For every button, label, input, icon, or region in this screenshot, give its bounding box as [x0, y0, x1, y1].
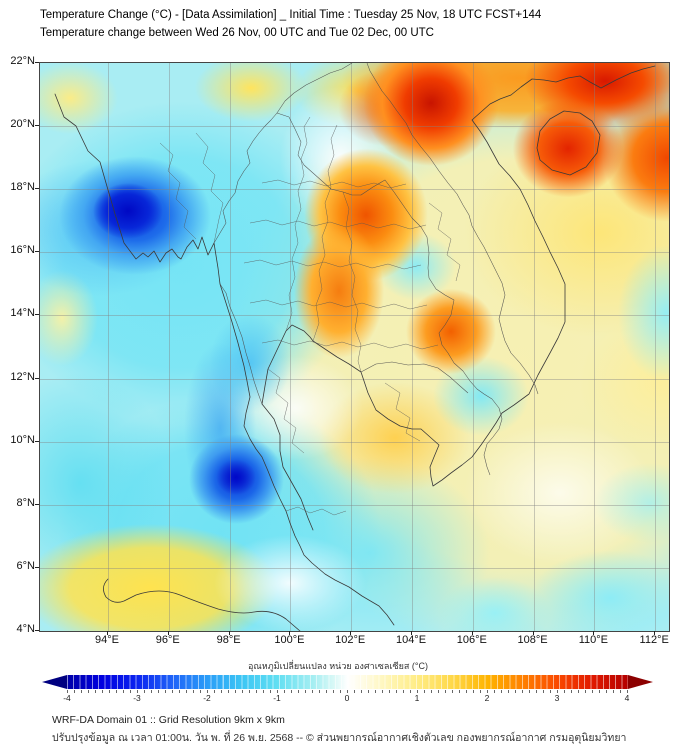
lat-tick-mark [35, 566, 39, 568]
map-canvas [39, 62, 670, 632]
colorbar-right-arrow [628, 675, 653, 689]
colorbar-gradient [67, 675, 628, 689]
lat-tick-mark [35, 62, 39, 63]
lon-tick-mark [471, 631, 473, 635]
lat-tick-label: 4°N [16, 623, 35, 635]
colorbar-tick-label: 0 [344, 693, 350, 703]
colorbar-tick-label: -2 [203, 693, 211, 703]
colorbar-tick-label: 1 [414, 693, 420, 703]
lat-tick-label: 18°N [10, 181, 35, 194]
colorbar-tick-label: 4 [624, 693, 630, 703]
lat-tick-label: 14°N [10, 307, 35, 320]
lon-tick-label: 112°E [639, 634, 669, 646]
lon-tick-label: 108°E [517, 634, 548, 646]
lat-tick-mark [35, 188, 39, 190]
colorbar-label: อุณหภูมิเปลี่ยนแปลง หน่วย องศาเซลเซียส (… [248, 661, 428, 671]
lat-tick-mark [35, 314, 39, 316]
lat-tick-label: 12°N [10, 370, 35, 383]
lat-tick-mark [35, 440, 39, 442]
border-laos-vietnam [405, 122, 539, 395]
border-north-2 [366, 63, 407, 124]
lat-tick-mark [35, 503, 39, 505]
colorbar-minor-ticks [67, 690, 628, 693]
footer-domain-info: WRF-DA Domain 01 :: Grid Resolution 9km … [52, 714, 285, 726]
lon-tick-mark [228, 631, 230, 635]
coastline-gulf-vietnam [261, 65, 656, 531]
lat-tick-label: 22°N [10, 55, 35, 67]
lon-tick-label: 96°E [155, 634, 180, 646]
lon-tick-label: 106°E [456, 634, 487, 646]
lon-tick-mark [532, 631, 534, 635]
border-thai-cambodia [360, 361, 469, 394]
coastline-borders-svg [54, 63, 656, 631]
page-title: Temperature Change (°C) - [Data Assimila… [40, 9, 542, 21]
lat-tick-mark [35, 251, 39, 253]
lat-tick-label: 16°N [10, 244, 35, 257]
lat-tick-label: 8°N [16, 496, 35, 509]
colorbar-tick-label: 2 [484, 693, 490, 703]
coastline-myanmar [54, 93, 395, 626]
coastline-hainan [536, 110, 601, 176]
colorbar-left-arrow [42, 675, 67, 689]
lon-tick-label: 98°E [216, 634, 241, 646]
lon-tick-mark [654, 631, 656, 635]
lat-tick-label: 10°N [10, 433, 35, 446]
page-subtitle: Temperature change between Wed 26 Nov, 0… [40, 27, 434, 39]
colorbar: -4 -3 -2 -1 0 1 2 3 4 [42, 675, 653, 703]
border-north-1 [276, 63, 353, 114]
lon-tick-label: 110°E [578, 634, 609, 646]
lat-tick-mark [35, 377, 39, 379]
colorbar-segments [67, 675, 628, 689]
lat-tick-mark [35, 630, 39, 631]
coastline-sumatra [103, 578, 301, 631]
footer-update-info: ปรับปรุงข้อมูล ณ เวลา 01:00น. วัน พ. ที่… [52, 732, 627, 744]
colorbar-tick-label: -4 [63, 693, 71, 703]
lon-tick-mark [107, 631, 108, 635]
province-mesh [159, 116, 461, 516]
lon-tick-mark [411, 631, 412, 635]
lon-tick-mark [167, 631, 169, 635]
lon-tick-label: 102°E [335, 634, 366, 646]
lat-tick-label: 20°N [10, 118, 35, 131]
lat-tick-label: 6°N [16, 559, 35, 572]
colorbar-tick-label: -1 [273, 693, 281, 703]
lon-tick-mark [593, 631, 595, 635]
border-mekong-laos [288, 116, 503, 476]
lon-tick-mark [350, 631, 352, 635]
lon-tick-label: 104°E [395, 634, 427, 646]
colorbar-tick-label: -3 [133, 693, 141, 703]
lat-tick-mark [35, 125, 39, 127]
lon-tick-label: 94°E [95, 634, 119, 646]
lon-tick-label: 100°E [274, 634, 305, 646]
colorbar-tick-label: 3 [554, 693, 560, 703]
lon-tick-mark [289, 631, 291, 635]
